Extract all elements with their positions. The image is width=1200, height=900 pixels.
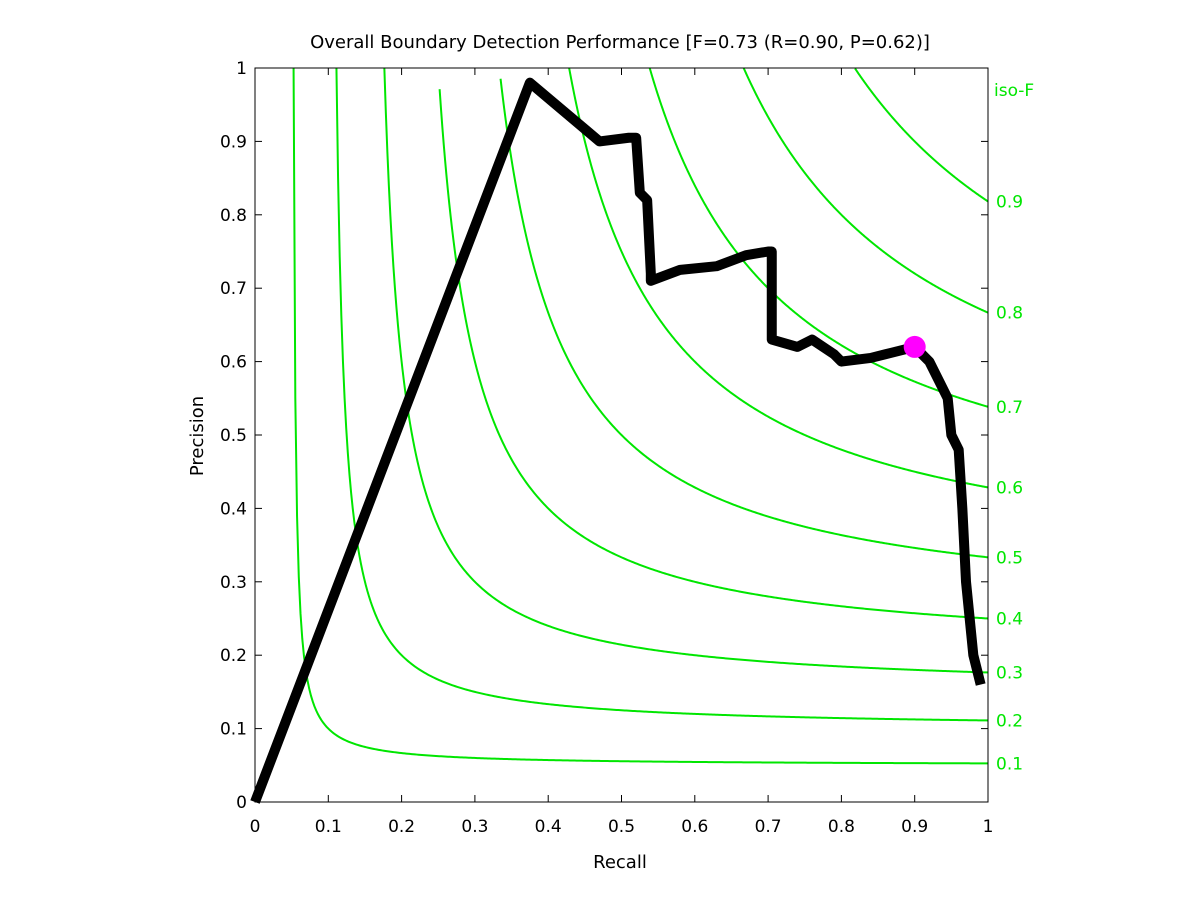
iso-f-curve-1: [292, 67, 989, 765]
x-tick-label: 0: [250, 817, 261, 837]
pr-curve-line: [250, 77, 986, 804]
iso-f-curve-2: [335, 67, 989, 722]
iso-f-curve-3: [383, 67, 989, 674]
y-tick-label: 1: [236, 59, 247, 79]
iso-f-label: 0.1: [996, 754, 1023, 774]
x-tick-label: 0.2: [388, 817, 415, 837]
iso-f-label: 0.5: [996, 548, 1023, 568]
y-tick-label: 0.1: [220, 720, 247, 740]
y-tick-label: 0.9: [220, 132, 247, 152]
x-tick-label: 0.9: [901, 817, 928, 837]
y-tick-label: 0.6: [220, 353, 247, 373]
iso-f-label: 0.3: [996, 663, 1023, 683]
best-f-marker: [903, 335, 926, 358]
y-tick-label: 0.2: [220, 646, 247, 666]
precision-recall-curve: [250, 77, 986, 804]
iso-f-curve-6: [568, 67, 989, 489]
iso-f-label: 0.2: [996, 711, 1023, 731]
iso-f-labels: 0.1 0.2 0.3 0.4 0.5 0.6 0.7 0.8 0.9: [996, 192, 1023, 774]
y-tick-label: 0.7: [220, 279, 247, 299]
iso-f-curve-7: [648, 67, 989, 408]
x-tick-label: 0.5: [608, 817, 635, 837]
iso-f-label: 0.4: [996, 610, 1023, 630]
x-tick-label: 0.6: [681, 817, 708, 837]
y-tick-label: 0.3: [220, 573, 247, 593]
x-tick-label: 0.7: [755, 817, 782, 837]
iso-f-curve-9: [854, 67, 989, 203]
y-axis-label: Precision: [187, 396, 208, 476]
y-axis-ticks: 0 0.1 0.2 0.3 0.4 0.5 0.6 0.7 0.8 0.9 1: [220, 59, 988, 813]
iso-f-label: 0.6: [996, 478, 1023, 498]
x-tick-label: 1: [983, 817, 994, 837]
iso-f-curves: [292, 67, 989, 765]
y-tick-label: 0: [236, 793, 247, 813]
chart-title: Overall Boundary Detection Performance […: [310, 32, 930, 53]
x-tick-label: 0.4: [535, 817, 562, 837]
x-tick-label: 0.8: [828, 817, 855, 837]
iso-f-label: 0.9: [996, 192, 1023, 212]
iso-f-label: 0.7: [996, 398, 1023, 418]
x-axis-label: Recall: [593, 852, 647, 873]
y-tick-label: 0.5: [220, 426, 247, 446]
iso-f-curve-5: [499, 78, 989, 559]
y-tick-label: 0.8: [220, 206, 247, 226]
x-axis-ticks: 0 0.1 0.2 0.3 0.4 0.5 0.6 0.7 0.8 0.9 1: [250, 68, 994, 837]
iso-f-title: iso-F: [994, 81, 1034, 101]
best-f-marker-group: [903, 335, 926, 358]
iso-f-label: 0.8: [996, 304, 1023, 324]
iso-f-curve-8: [742, 67, 989, 314]
iso-f-curve-4: [438, 89, 989, 620]
x-tick-label: 0.1: [315, 817, 342, 837]
x-tick-label: 0.3: [461, 817, 488, 837]
y-tick-label: 0.4: [220, 499, 247, 519]
